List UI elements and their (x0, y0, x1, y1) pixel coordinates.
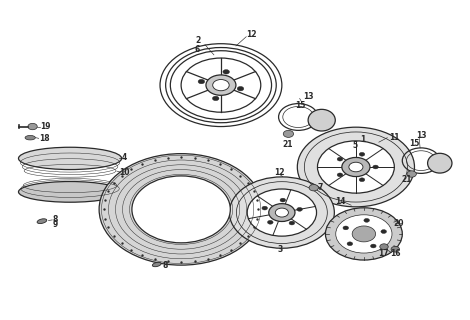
Text: 5: 5 (352, 141, 358, 150)
Text: 3: 3 (278, 245, 283, 254)
Circle shape (381, 230, 386, 234)
Text: 19: 19 (40, 122, 50, 131)
Text: 15: 15 (409, 139, 419, 148)
Text: 9: 9 (53, 220, 58, 229)
Text: 14: 14 (335, 197, 346, 206)
Circle shape (337, 157, 343, 161)
Circle shape (342, 157, 370, 177)
Text: 8: 8 (162, 261, 167, 270)
Text: 12: 12 (274, 168, 285, 177)
Circle shape (364, 219, 369, 222)
Text: 13: 13 (416, 131, 427, 140)
Text: 21: 21 (282, 140, 293, 149)
Circle shape (336, 215, 392, 253)
Circle shape (267, 220, 273, 224)
Text: 13: 13 (303, 92, 314, 101)
Ellipse shape (428, 153, 452, 173)
Circle shape (206, 75, 236, 95)
Text: 2: 2 (195, 36, 200, 45)
Text: 15: 15 (295, 101, 306, 110)
Text: 12: 12 (246, 30, 257, 39)
Circle shape (28, 123, 37, 130)
Circle shape (198, 79, 204, 84)
Circle shape (212, 96, 219, 101)
Circle shape (99, 154, 263, 265)
Circle shape (343, 226, 349, 230)
Circle shape (289, 221, 295, 225)
Circle shape (269, 204, 295, 221)
Circle shape (352, 226, 376, 242)
Text: 16: 16 (391, 250, 401, 259)
Ellipse shape (25, 135, 35, 140)
Text: 11: 11 (389, 132, 400, 141)
Text: 10: 10 (119, 168, 129, 177)
Ellipse shape (18, 147, 122, 170)
Circle shape (262, 206, 267, 210)
Circle shape (247, 189, 316, 236)
Circle shape (317, 141, 394, 193)
Circle shape (298, 127, 415, 207)
Text: 18: 18 (39, 134, 50, 143)
Ellipse shape (308, 109, 335, 131)
Text: 20: 20 (394, 219, 404, 228)
Circle shape (223, 70, 229, 74)
Circle shape (370, 244, 376, 248)
Circle shape (309, 185, 318, 191)
Circle shape (349, 162, 363, 172)
Text: 7: 7 (318, 183, 323, 192)
Text: 1: 1 (360, 135, 366, 144)
Ellipse shape (37, 219, 47, 224)
Text: 4: 4 (121, 153, 126, 162)
Circle shape (337, 173, 343, 177)
Ellipse shape (18, 181, 122, 202)
Circle shape (373, 165, 378, 169)
Text: 6: 6 (195, 44, 200, 54)
Circle shape (275, 208, 289, 217)
Text: 8: 8 (53, 215, 58, 224)
Circle shape (283, 130, 294, 137)
Ellipse shape (152, 262, 161, 267)
Circle shape (359, 152, 365, 156)
Text: 17: 17 (378, 250, 389, 259)
Text: 21: 21 (402, 175, 412, 184)
Circle shape (347, 242, 352, 246)
Circle shape (359, 178, 365, 182)
Circle shape (391, 246, 400, 252)
Circle shape (213, 79, 229, 91)
Circle shape (407, 171, 416, 177)
Circle shape (380, 244, 388, 250)
Circle shape (229, 177, 334, 248)
Circle shape (297, 207, 302, 211)
Circle shape (280, 198, 286, 202)
Circle shape (132, 176, 230, 243)
Circle shape (325, 208, 402, 260)
Circle shape (237, 86, 244, 91)
